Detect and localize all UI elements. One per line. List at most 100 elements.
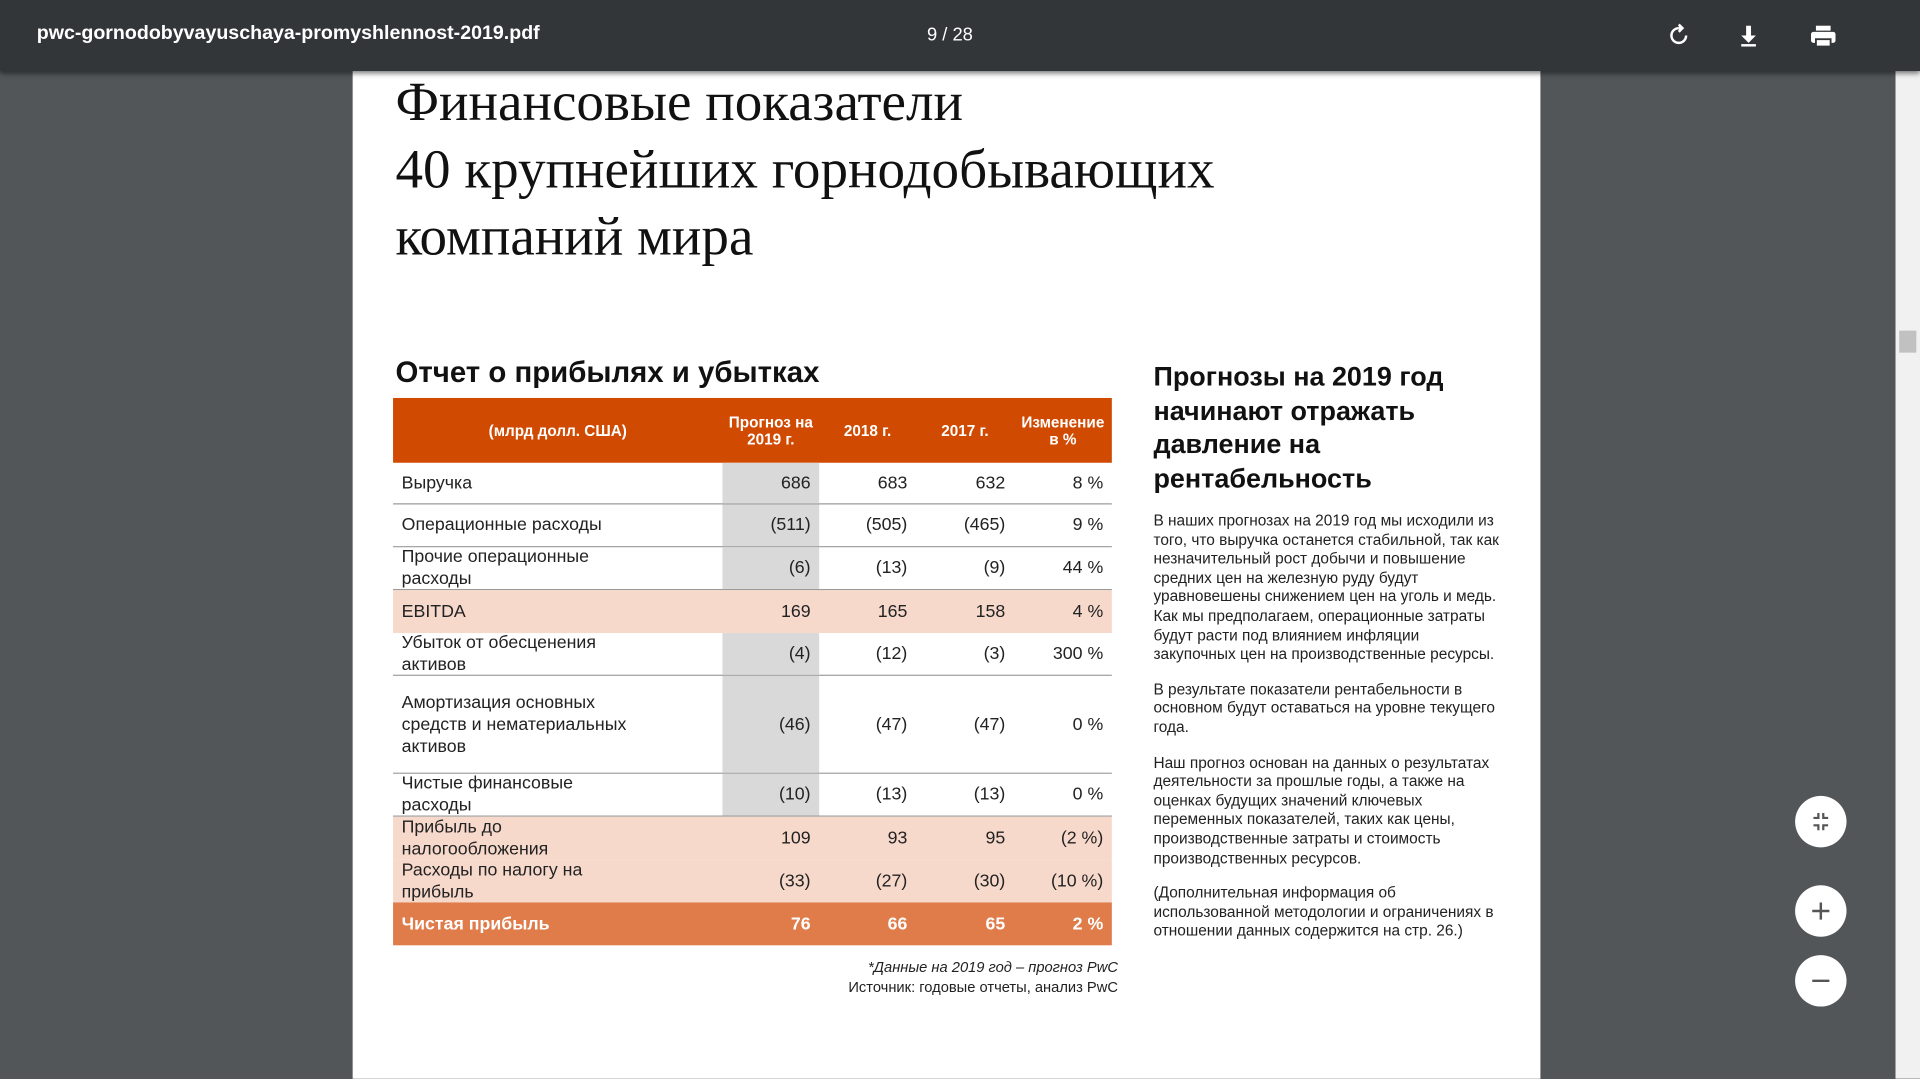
value-cell: (9): [916, 547, 1014, 589]
zoom-in-button[interactable]: [1795, 885, 1847, 937]
value-cell: (505): [819, 504, 916, 546]
cell-text: (511): [770, 515, 811, 536]
value-cell: 632: [916, 463, 1014, 503]
cell-text: 0 %: [1072, 784, 1104, 805]
row-label: Чистая прибыль: [393, 902, 722, 945]
cell-text: 683: [877, 473, 908, 493]
rotate-button[interactable]: [1670, 23, 1688, 45]
paragraph: В результате показатели рентабельности в…: [1153, 680, 1495, 736]
cell-text: 686: [780, 473, 811, 493]
value-cell: 76: [722, 902, 819, 945]
cell-text: Убыток от обесценения активов: [401, 633, 596, 675]
value-cell: (46): [722, 675, 820, 773]
print-button[interactable]: [1811, 25, 1836, 48]
toolbar: pwc-gornodobyvayuschaya-promyshlennost-2…: [0, 0, 1920, 72]
cell-text: 66: [887, 914, 908, 934]
document-title: Финансовые показатели 40 крупнейших горн…: [396, 69, 1215, 271]
header-cell: Прогноз на 2019 г.: [728, 413, 813, 448]
value-cell: 4 %: [1014, 590, 1112, 633]
value-cell: 66: [819, 902, 916, 945]
filename: pwc-gornodobyvayuschaya-promyshlennost-2…: [36, 23, 540, 45]
footnote: *Данные на 2019 год – прогноз PwC: [867, 958, 1118, 976]
value-cell: 158: [916, 590, 1014, 633]
cell-text: Прочие операционные расходы: [401, 547, 590, 589]
title-line: 40 крупнейших горнодобывающих: [395, 138, 1215, 200]
zoom-controls: [1795, 795, 1847, 1007]
cell-text: Чистая прибыль: [401, 914, 550, 934]
table-header: (млрд долл. США) Прогноз на 2019 г. 2018 г…: [393, 397, 1112, 463]
footnotes: *Данные на 2019 год – прогноз PwC Источн…: [848, 958, 1118, 997]
cell-text: Чистые финансовые расходы: [401, 773, 574, 816]
cell-text: 9 %: [1072, 515, 1104, 536]
cell-text: (12): [875, 644, 908, 664]
cell-text: (10): [779, 784, 811, 805]
value-cell: (47): [819, 676, 916, 773]
cell-text: (10 %): [1050, 871, 1104, 891]
value-cell: 44 %: [1014, 547, 1112, 589]
value-cell: (465): [916, 504, 1014, 546]
row-label: Убыток от обесценения активов: [393, 633, 722, 675]
value-cell: (10 %): [1014, 860, 1112, 903]
value-cell: (30): [916, 860, 1014, 903]
sidebar-heading: Прогнозы на 2019 год начинают отражать д…: [1153, 361, 1444, 493]
page-indicator: 9 / 28: [926, 24, 973, 46]
cell-text: Прибыль до налогообложения: [401, 817, 549, 859]
row-label: Выручка: [393, 463, 722, 503]
cell-text: (47): [875, 714, 908, 735]
value-cell: 9 %: [1014, 504, 1112, 546]
value-cell: 8 %: [1014, 463, 1112, 503]
cell-text: 0 %: [1072, 714, 1104, 735]
title-line: Финансовые показатели: [395, 71, 964, 133]
cell-text: 300 %: [1052, 644, 1104, 664]
cell-text: (30): [973, 871, 1006, 891]
cell-text: 93: [887, 828, 908, 848]
value-cell: 109: [722, 817, 819, 860]
table-row: Расходы по налогу на прибыль (33) (27) (30)…: [393, 859, 1112, 903]
cell-text: (465): [963, 515, 1006, 536]
table-row: Чистая прибыль 76 66 65 2 %: [393, 902, 1112, 946]
title-line: компаний мира: [395, 205, 754, 267]
cell-text: (9): [983, 558, 1006, 578]
table-row: EBITDA 169 165 158 4 %: [393, 590, 1112, 634]
footnote: Источник: годовые отчеты, анализ PwC: [848, 978, 1118, 996]
row-label: Расходы по налогу на прибыль: [393, 860, 722, 903]
cell-text: (4): [788, 644, 811, 664]
cell-text: (13): [875, 784, 908, 805]
table-heading: Отчет о прибылях и убытках: [395, 356, 820, 390]
sidebar: Прогнозы на 2019 год начинают отражать д…: [1153, 360, 1502, 957]
cell-text: (47): [973, 714, 1006, 735]
value-cell: (27): [819, 860, 916, 903]
paragraph: В наших прогнозах на 2019 год мы исходил…: [1153, 511, 1499, 663]
cell-text: Операционные расходы: [401, 515, 602, 536]
value-cell: 300 %: [1014, 633, 1112, 675]
scrollbar[interactable]: [1895, 71, 1920, 1079]
scroll-thumb[interactable]: [1899, 330, 1917, 353]
value-cell: (13): [819, 774, 916, 816]
value-cell: 93: [819, 817, 916, 860]
value-cell: 169: [722, 590, 819, 633]
value-cell: 65: [916, 902, 1014, 945]
value-cell: (511): [722, 504, 820, 547]
cell-text: 158: [975, 601, 1006, 622]
paragraph: Наш прогноз основан на данных о результа…: [1153, 753, 1490, 867]
cell-text: (3): [983, 644, 1006, 664]
value-cell: 0 %: [1014, 676, 1112, 773]
header-cell: (млрд долл. США): [488, 421, 627, 439]
value-cell: (3): [916, 633, 1014, 675]
fit-button[interactable]: [1795, 795, 1847, 848]
cell-text: EBITDA: [401, 601, 466, 622]
table-row: Убыток от обесценения активов (4) (12) (3) 3…: [393, 633, 1112, 676]
cell-text: 76: [790, 914, 811, 934]
value-cell: (12): [819, 633, 916, 675]
cell-text: (505): [865, 515, 908, 536]
table-row: Амортизация основных средств и нематериа…: [393, 675, 1112, 774]
cell-text: (46): [779, 714, 811, 735]
zoom-out-button[interactable]: [1795, 955, 1847, 1007]
download-button[interactable]: [1741, 25, 1756, 47]
cell-text: Выручка: [401, 473, 473, 493]
cell-text: (27): [875, 871, 908, 891]
value-cell: (13): [819, 547, 916, 589]
cell-text: (13): [973, 784, 1006, 805]
cell-text: 95: [985, 828, 1006, 848]
